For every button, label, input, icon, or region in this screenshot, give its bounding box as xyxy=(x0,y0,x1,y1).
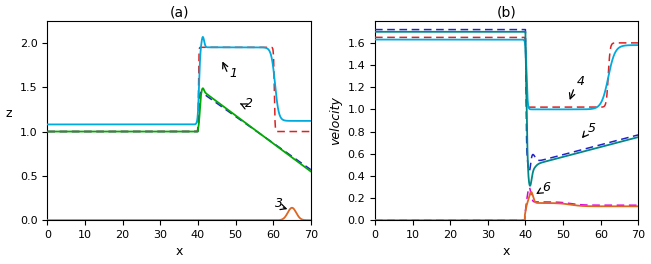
Text: 5: 5 xyxy=(588,121,596,135)
Text: 3: 3 xyxy=(275,197,283,210)
X-axis label: x: x xyxy=(175,246,183,258)
Title: (a): (a) xyxy=(169,6,189,20)
Title: (b): (b) xyxy=(497,6,516,20)
Text: 6: 6 xyxy=(542,181,551,194)
Text: 1: 1 xyxy=(230,67,238,79)
Text: 4: 4 xyxy=(576,75,585,88)
Y-axis label: z: z xyxy=(6,107,12,120)
Text: 2: 2 xyxy=(245,97,253,110)
Y-axis label: velocity: velocity xyxy=(329,96,342,145)
X-axis label: x: x xyxy=(503,246,510,258)
